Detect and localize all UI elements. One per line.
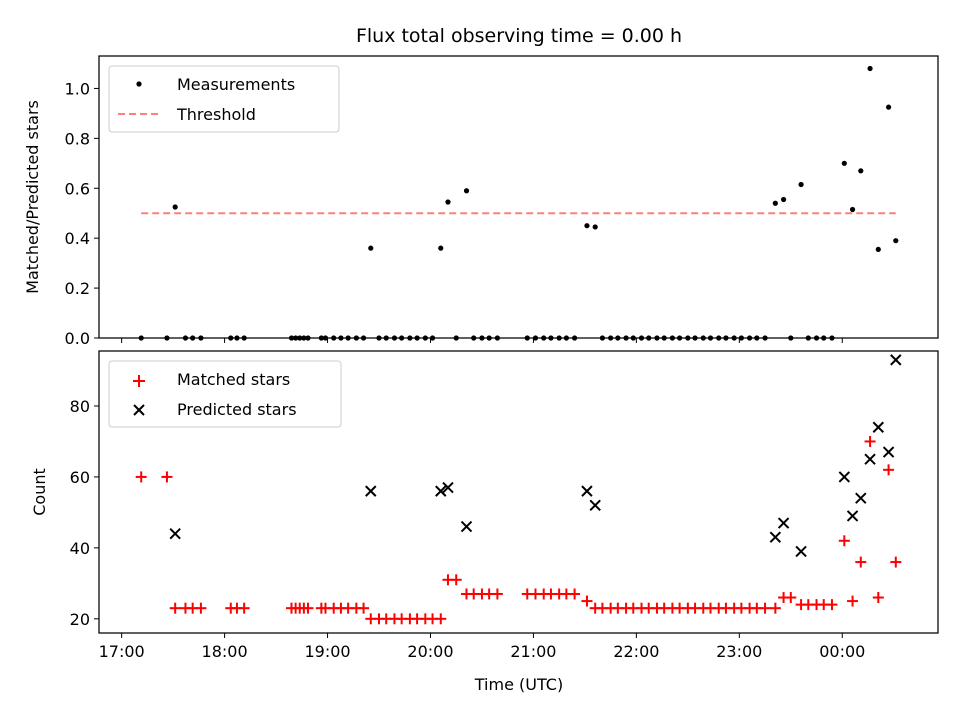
- x-tick-label: 17:00: [99, 642, 145, 661]
- measurement-point: [780, 196, 787, 203]
- measurement-point: [885, 104, 892, 110]
- matched-star-point: [238, 602, 250, 614]
- y-tick-label: 0.0: [65, 329, 90, 348]
- matched-star-point: [450, 574, 462, 586]
- predicted-star-point: [460, 520, 473, 533]
- matched-star-point: [890, 556, 902, 568]
- measurement-point: [841, 160, 847, 166]
- top-legend: Measurements Threshold: [108, 65, 340, 133]
- x-tick-label: 21:00: [510, 642, 556, 661]
- bottom-marks: [135, 354, 902, 625]
- predicted-star-point: [882, 446, 895, 458]
- predicted-star-point: [864, 453, 876, 465]
- matched-star-point: [435, 613, 447, 625]
- predicted-star-point: [769, 531, 782, 543]
- matched-star-point: [838, 535, 850, 547]
- legend-threshold-label: Threshold: [176, 105, 256, 124]
- matched-star-point: [195, 602, 207, 614]
- measurement-point: [438, 245, 444, 251]
- predicted-star-point: [442, 481, 454, 494]
- matched-star-point: [759, 602, 771, 614]
- y-tick-label: 60: [70, 468, 90, 487]
- measurement-point: [849, 206, 856, 213]
- measurement-point: [584, 223, 590, 229]
- predicted-star-point: [846, 510, 859, 522]
- bottom-plot-frame: [98, 350, 939, 634]
- bottom-y-axis-label: Count: [30, 468, 49, 516]
- matched-star-point: [883, 464, 895, 476]
- y-tick-label: 0.2: [65, 279, 90, 298]
- x-tick-label: 19:00: [304, 642, 350, 661]
- predicted-star-point: [872, 421, 884, 433]
- x-tick-label: 20:00: [407, 642, 453, 661]
- matched-star-point: [491, 588, 503, 600]
- top-ticks: 0.0 0.2 0.4 0.6 0.8 1.0: [65, 79, 843, 348]
- predicted-star-point: [435, 485, 447, 497]
- measurement-point: [172, 204, 178, 210]
- y-tick-label: 40: [70, 539, 90, 558]
- matched-star-point: [872, 592, 884, 604]
- x-tick-label: 23:00: [716, 642, 762, 661]
- top-panel: 0.0 0.2 0.4 0.6 0.8 1.0 Matched/Predicted sta…: [23, 55, 939, 348]
- predicted-star-point: [169, 527, 181, 540]
- y-tick-label: 0.6: [65, 179, 90, 198]
- measurement-point: [772, 200, 778, 206]
- measurement-point: [875, 246, 881, 253]
- bottom-legend-box: [108, 360, 342, 428]
- legend-measurements-label: Measurements: [177, 75, 295, 94]
- measurement-point: [368, 245, 374, 251]
- legend-matched-marker: [133, 375, 145, 387]
- legend-predicted-label: Predicted stars: [177, 400, 297, 419]
- y-tick-label: 1.0: [65, 79, 90, 98]
- top-y-axis-label: Matched/Predicted stars: [23, 100, 42, 294]
- matched-star-point: [169, 602, 181, 614]
- legend-predicted-marker: [133, 404, 145, 416]
- bottom-legend: Matched stars Predicted stars: [108, 360, 342, 428]
- matched-star-point: [785, 592, 797, 604]
- matched-star-point: [135, 471, 147, 483]
- top-legend-box: [108, 65, 340, 133]
- matched-star-point: [847, 595, 859, 607]
- predicted-star-point: [890, 354, 902, 366]
- y-tick-label: 20: [70, 610, 90, 629]
- matched-star-point: [358, 602, 370, 614]
- predicted-star-point: [589, 499, 601, 512]
- measurement-point: [893, 238, 899, 244]
- y-tick-label: 0.4: [65, 229, 90, 248]
- x-tick-label: 18:00: [202, 642, 248, 661]
- measurement-point: [867, 65, 873, 72]
- predicted-star-point: [365, 485, 377, 497]
- measurement-point: [592, 224, 598, 230]
- x-tick-label: 00:00: [819, 642, 865, 661]
- predicted-star-point: [777, 517, 790, 529]
- chart-title: Flux total observing time = 0.00 h: [356, 25, 682, 47]
- predicted-star-point: [581, 485, 593, 497]
- predicted-star-point: [855, 492, 867, 504]
- matched-star-point: [302, 602, 314, 614]
- legend-matched-label: Matched stars: [177, 370, 290, 389]
- x-axis-label: Time (UTC): [474, 675, 563, 694]
- matched-star-point: [855, 556, 867, 568]
- y-tick-label: 0.8: [65, 129, 90, 148]
- x-tick-label: 22:00: [613, 642, 659, 661]
- matched-star-point: [569, 588, 581, 600]
- matched-star-point: [581, 595, 593, 607]
- measurement-point: [858, 168, 864, 174]
- matched-star-point: [769, 602, 781, 614]
- predicted-star-point: [795, 545, 807, 558]
- matched-star-point: [826, 599, 838, 611]
- legend-measurements-marker: [136, 81, 142, 87]
- matched-star-point: [864, 435, 876, 447]
- matched-star-point: [161, 471, 173, 483]
- predicted-star-point: [838, 471, 851, 483]
- measurement-point: [463, 188, 470, 194]
- y-tick-label: 80: [70, 397, 90, 416]
- top-plot-frame: [98, 55, 939, 339]
- measurement-point: [798, 181, 804, 188]
- bottom-ticks: 17:00 18:00 19:00 20:00 21:00 22:00 23:00 00:00…: [70, 397, 866, 661]
- bottom-panel: 17:00 18:00 19:00 20:00 21:00 22:00 23:00 00:00…: [30, 350, 939, 694]
- measurement-point: [445, 199, 451, 205]
